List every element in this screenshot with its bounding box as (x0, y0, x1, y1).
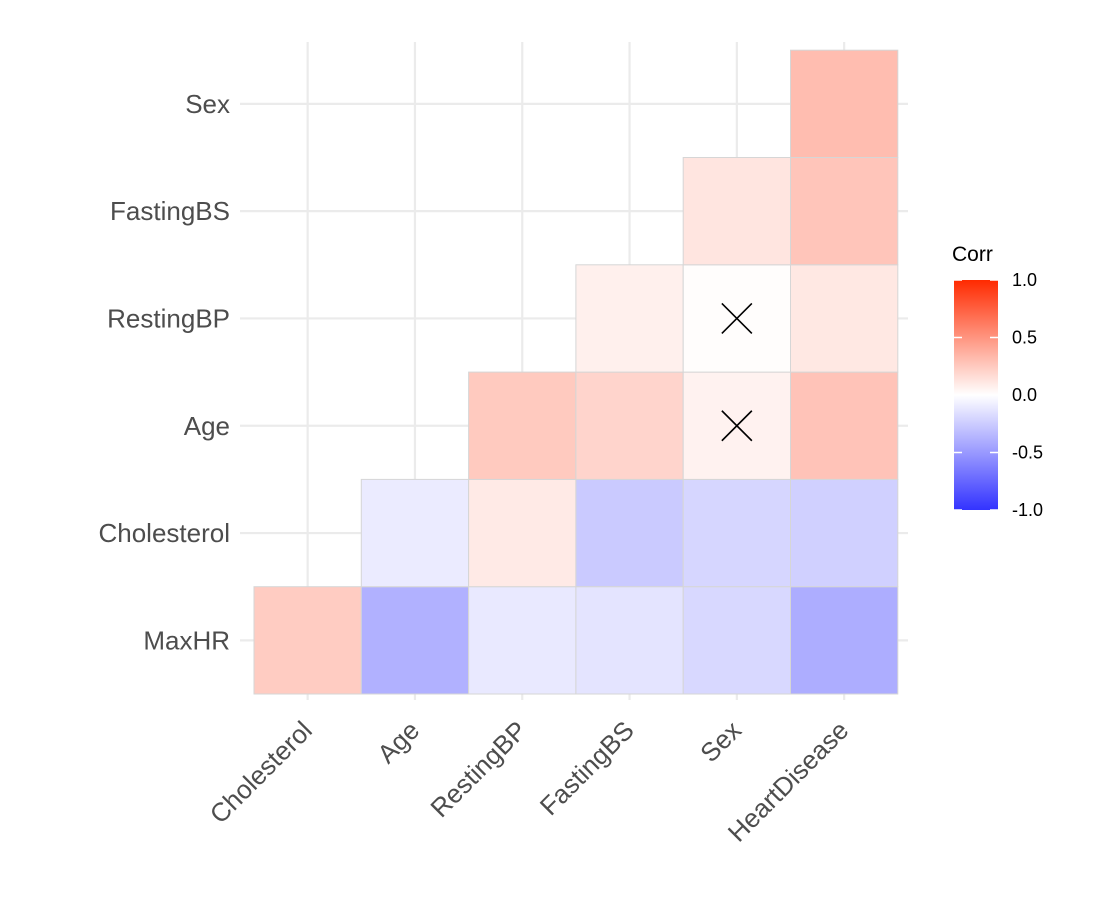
y-axis-tick-labels: MaxHR Cholesterol Age RestingBP FastingBS Sex (98, 89, 230, 655)
cell-heartdisease-age (790, 371, 899, 480)
legend-label: -1.0 (1012, 500, 1043, 520)
heatmap-cells (253, 49, 899, 695)
x-tick-age: Age (371, 715, 425, 769)
y-tick-restingbp: RestingBP (107, 303, 230, 333)
cross-mark-sex-restingbp (721, 302, 753, 335)
cell-heartdisease-cholesterol (790, 478, 899, 588)
cell-restingbp-maxhr (468, 586, 577, 695)
y-tick-sex: Sex (185, 89, 230, 119)
cell-age-cholesterol (360, 478, 470, 588)
cell-fastingbs-restingbp (575, 264, 684, 373)
cell-sex-fastingbs (682, 157, 792, 266)
x-tick-sex: Sex (694, 715, 747, 768)
cell-restingbp-age (468, 371, 577, 480)
cell-fastingbs-maxhr (575, 586, 684, 695)
cell-fastingbs-cholesterol (575, 478, 684, 588)
y-tick-fastingbs: FastingBS (110, 196, 230, 226)
y-tick-age: Age (184, 411, 230, 441)
cell-sex-cholesterol (682, 478, 792, 588)
x-tick-fastingbs: FastingBS (534, 715, 640, 821)
cell-cholesterol-maxhr (253, 586, 362, 695)
cell-fastingbs-age (575, 371, 684, 480)
y-tick-maxhr: MaxHR (143, 625, 230, 655)
x-axis-tick-labels: Cholesterol Age RestingBP FastingBS SexHeart… (204, 715, 855, 848)
legend-title: Corr (952, 243, 993, 266)
legend-label: 0.0 (1012, 385, 1037, 405)
cell-restingbp-cholesterol (468, 478, 577, 588)
color-legend: Corr 1.0 0.5 0.0 -0.5 -1.0 (952, 243, 1043, 520)
legend-ticks: 1.0 0.5 0.0 -0.5 -1.0 (954, 270, 1043, 520)
x-tick-restingbp: RestingBP (424, 715, 532, 823)
legend-label: 1.0 (1012, 270, 1037, 290)
cell-heartdisease-sex (790, 49, 899, 159)
x-tick-cholesterol: Cholesterol (204, 715, 318, 829)
cell-heartdisease-fastingbs (790, 157, 899, 266)
cell-heartdisease-maxhr (790, 586, 899, 695)
legend-label: -0.5 (1012, 443, 1043, 463)
y-tick-cholesterol: Cholesterol (98, 518, 230, 548)
cross-mark-sex-age (721, 410, 753, 442)
cell-age-maxhr (360, 586, 470, 695)
cell-heartdisease-restingbp (790, 264, 899, 373)
legend-label: 0.5 (1012, 328, 1037, 348)
cell-sex-maxhr (682, 586, 792, 695)
insignificance-marks (721, 302, 753, 442)
